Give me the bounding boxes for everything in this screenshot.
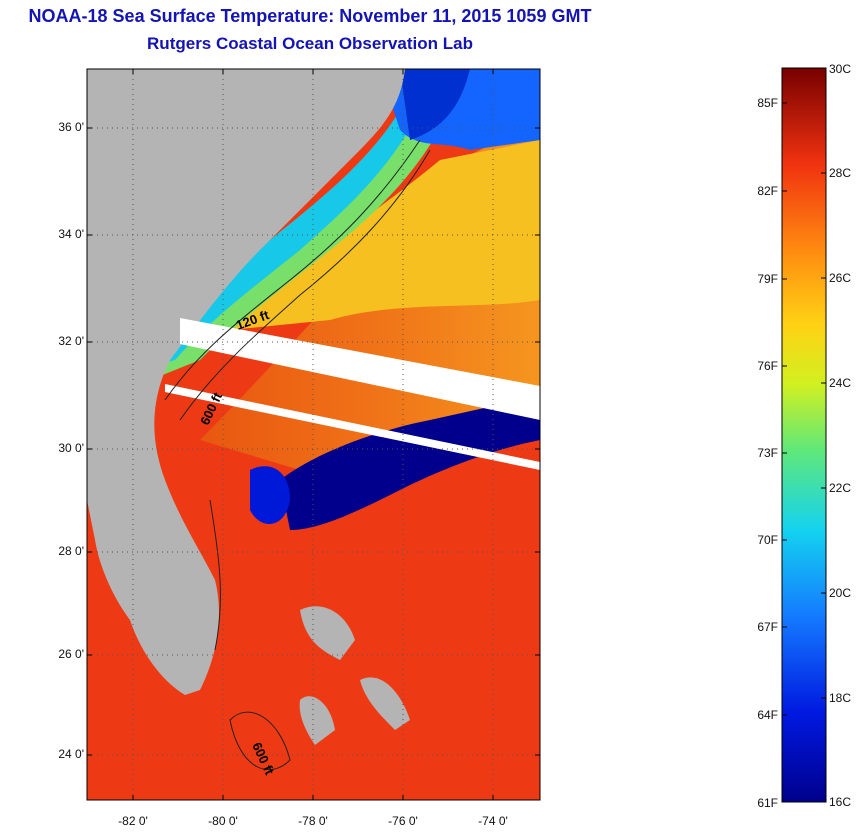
- lon-label: -74 0': [478, 814, 508, 828]
- data-gap-line: [165, 384, 540, 470]
- lon-label: -80 0': [208, 814, 238, 828]
- colorbar-f-label: 85F: [757, 96, 778, 110]
- colorbar: [781, 67, 827, 803]
- axis-ticks: [87, 69, 540, 800]
- colorbar-c-label: 18C: [829, 691, 852, 705]
- data-gap-swath: [180, 318, 540, 420]
- bahamas-land: [300, 606, 355, 660]
- colorbar-f-label: 73F: [757, 446, 778, 460]
- bahamas-land: [299, 696, 335, 745]
- colorbar-c-label: 26C: [829, 271, 852, 285]
- lat-label: 24 0': [58, 747, 84, 761]
- lon-label: -82 0': [118, 814, 148, 828]
- isobath-contour: [164, 139, 421, 401]
- lat-label: 28 0': [58, 544, 84, 558]
- isobath-contour: [179, 149, 431, 421]
- north-deep-cold: [400, 69, 470, 140]
- lon-label: -76 0': [388, 814, 418, 828]
- colorbar-f-label: 82F: [757, 184, 778, 198]
- colorbar-c-label: 28C: [829, 166, 852, 180]
- map-subtitle: Rutgers Coastal Ocean Observation Lab: [147, 34, 473, 53]
- colorbar-f-label: 70F: [757, 533, 778, 547]
- colorbar-f-label: 76F: [757, 359, 778, 373]
- lat-label: 32 0': [58, 334, 84, 348]
- colorbar-c-label: 20C: [829, 586, 852, 600]
- cloud-mask: [250, 466, 290, 524]
- colorbar-ticks: [782, 67, 826, 803]
- colorbar-c-label: 22C: [829, 481, 852, 495]
- lon-label: -78 0': [298, 814, 328, 828]
- isobath-contour: [229, 711, 291, 770]
- map-title: NOAA-18 Sea Surface Temperature: Novembe…: [28, 6, 592, 26]
- colorbar-c-label: 30C: [829, 62, 852, 76]
- cloud-mask: [280, 400, 540, 530]
- colorbar-f-label: 61F: [757, 796, 778, 810]
- land-southeast-us: [87, 69, 405, 695]
- colorbar-c-label: 16C: [829, 795, 852, 809]
- colorbar-f-label: 67F: [757, 620, 778, 634]
- lat-label: 30 0': [58, 441, 84, 455]
- yellow-zone: [230, 140, 540, 330]
- bahamas-land: [360, 677, 410, 730]
- lat-label: 26 0': [58, 647, 84, 661]
- colorbar-f-label: 79F: [757, 272, 778, 286]
- graticule: [87, 69, 540, 800]
- lat-label: 34 0': [58, 227, 84, 241]
- isobath-contour: [209, 499, 221, 651]
- colorbar-c-label: 24C: [829, 376, 852, 390]
- lat-label: 36 0': [58, 120, 84, 134]
- colorbar-f-label: 64F: [757, 708, 778, 722]
